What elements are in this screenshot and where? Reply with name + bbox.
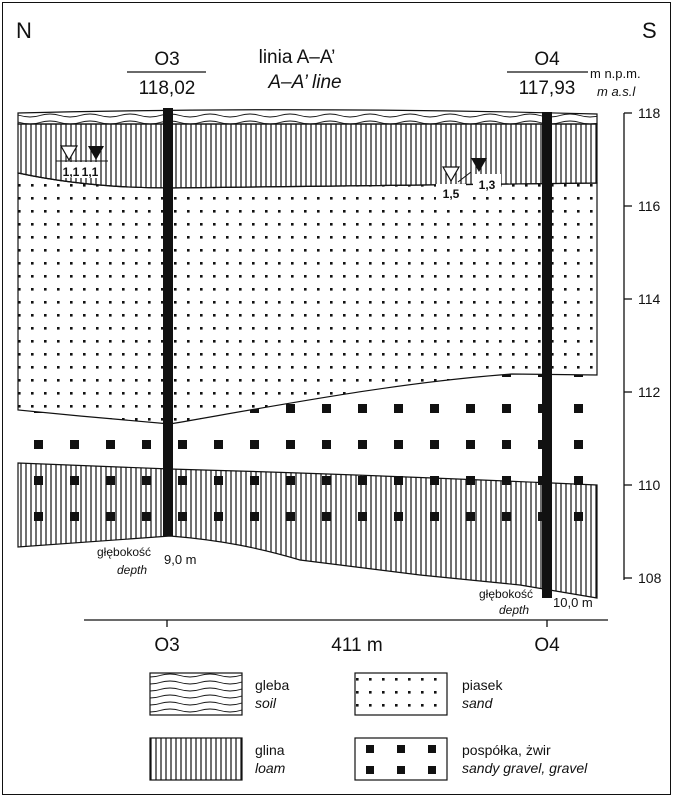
axis-tick: 110 (624, 477, 661, 493)
depth-label: głębokość (97, 545, 151, 559)
legend-label: piasek (462, 677, 503, 693)
axis-tick: 116 (624, 198, 661, 214)
well-o4-depth: głębokość depth 10,0 m (479, 587, 593, 617)
scale-distance-label: 411 m (331, 635, 382, 656)
water-level-icon (59, 145, 79, 162)
well-o3-depth: głębokość depth 9,0 m (97, 545, 197, 577)
tick-label: 108 (638, 570, 662, 586)
tick-label: 116 (638, 198, 661, 214)
water-level-line (457, 171, 472, 183)
tick-label: 118 (638, 105, 661, 121)
well-o4-id: O4 (534, 49, 560, 70)
legend: gleba soil piasek sand glina loam pospół… (149, 672, 588, 781)
axis-tick: 114 (624, 291, 661, 307)
well-o3-borehole (163, 108, 173, 536)
scale-right-label: O4 (534, 635, 560, 656)
water-level-o3: 1,1 1,1 (56, 145, 108, 179)
scale-left-label: O3 (154, 635, 179, 656)
south-label: S (642, 18, 657, 43)
axis-tick: 112 (624, 384, 661, 400)
legend-label-en: sandy gravel, gravel (462, 760, 588, 776)
axis-unit: m n.p.m. (590, 66, 641, 81)
line-title: linia A–A’ (259, 47, 336, 68)
layer-loam-top (17, 123, 598, 189)
water-level-o4-left: 1,5 (443, 187, 460, 201)
well-o3-header: O3 118,02 (127, 49, 206, 99)
water-level-o3-left: 1,1 (63, 165, 80, 179)
legend-label-en: loam (255, 760, 286, 776)
legend-item-loam: glina loam (149, 737, 286, 781)
depth-value: 9,0 m (164, 552, 197, 567)
legend-swatch-loam (149, 737, 243, 781)
axis-tick: 118 (624, 105, 661, 121)
well-o4-borehole (542, 112, 552, 598)
well-o4-header: O4 117,93 (507, 49, 588, 99)
line-title-en: A–A’ line (267, 72, 341, 93)
water-level-o4-right: 1,3 (479, 178, 496, 192)
tick-label: 112 (638, 384, 661, 400)
axis-tick: 108 (624, 570, 662, 586)
layer-soil (17, 109, 598, 125)
north-label: N (16, 18, 32, 43)
legend-label-en: soil (255, 695, 277, 711)
water-level-icon (441, 166, 461, 183)
elevation-axis: 118 116 114 112 110 108 (623, 105, 662, 586)
water-level-o3-right: 1,1 (82, 165, 99, 179)
water-level-filled-icon (88, 146, 104, 160)
depth-label-en: depth (117, 563, 147, 577)
well-o3-id: O3 (154, 49, 179, 70)
layers (17, 109, 598, 599)
legend-label-en: sand (462, 695, 494, 711)
legend-label: gleba (255, 677, 289, 693)
tick-label: 114 (638, 291, 661, 307)
layer-loam-bottom (17, 462, 598, 599)
well-o3-elevation: 118,02 (139, 78, 196, 99)
legend-swatch-soil (149, 672, 243, 716)
legend-swatch-sand (354, 672, 448, 716)
distance-scale: O3 411 m O4 (84, 619, 608, 656)
depth-label: głębokość (479, 587, 533, 601)
well-o4-elevation: 117,93 (519, 78, 576, 99)
depth-value: 10,0 m (553, 595, 593, 610)
legend-item-gravel: pospółka, żwir sandy gravel, gravel (354, 737, 588, 781)
legend-item-sand: piasek sand (354, 672, 503, 716)
depth-label-en: depth (499, 603, 529, 617)
tick-label: 110 (638, 477, 661, 493)
legend-label: pospółka, żwir (462, 742, 551, 758)
water-level-filled-icon (471, 158, 487, 172)
legend-label: glina (255, 742, 285, 758)
water-level-o4: 1,5 1,3 (436, 158, 501, 201)
axis-unit-en: m a.s.l (597, 84, 636, 99)
legend-item-soil: gleba soil (149, 672, 289, 716)
